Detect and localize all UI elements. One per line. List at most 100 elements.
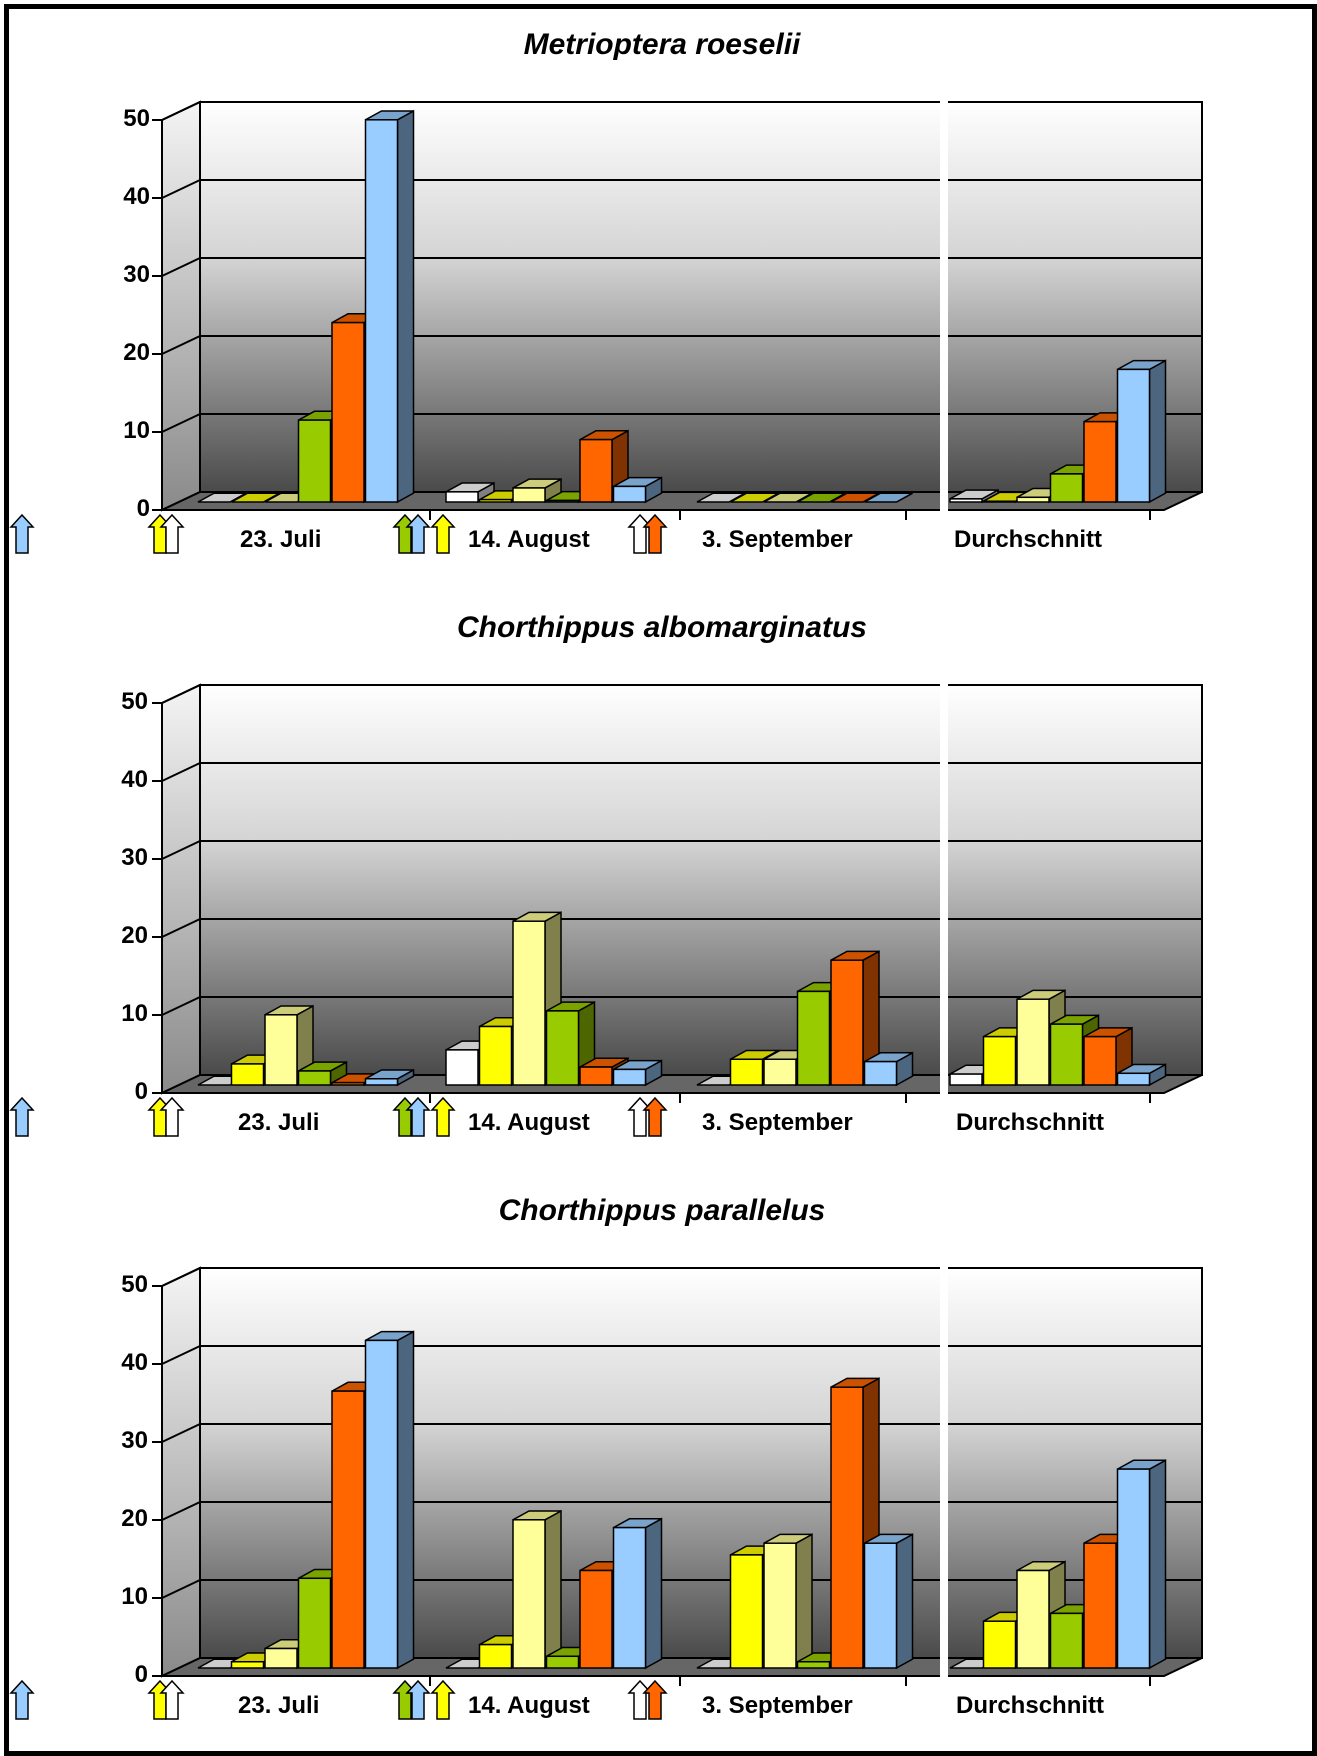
category-label: 14. August [468,1109,590,1136]
bar [1083,1542,1117,1669]
bar [1083,1035,1117,1086]
bar-side [644,1517,663,1670]
bar [1116,368,1151,503]
side-wall [161,1266,201,1678]
bar [1049,473,1084,503]
gridline [161,996,201,1016]
separator-gap [940,677,948,1099]
category-label: 14. August [468,526,590,553]
bar [364,119,399,503]
gridline [161,257,201,277]
bar [264,1647,298,1669]
y-tick-label: 0 [137,495,150,522]
gridline [161,101,201,121]
y-tick-label: 40 [123,183,150,210]
separator-gap [940,94,948,516]
side-wall [161,100,201,512]
marker-arrow [642,1096,668,1137]
gridline [161,1423,201,1443]
bar [579,1066,613,1086]
bar [545,499,580,503]
category-label: 3. September [702,1692,853,1719]
gridline [161,684,201,704]
marker-arrow [430,1679,456,1720]
bar-top [864,492,913,503]
bar [982,1035,1017,1086]
category-label: 23. Juli [238,1692,319,1719]
bar [445,491,479,503]
y-tick-label: 30 [123,261,150,288]
bar [264,1014,298,1086]
bar-side [396,109,415,504]
bar [1049,1023,1084,1086]
marker-arrow [9,1679,35,1720]
marker-arrow [627,513,653,554]
bar [1049,1612,1084,1669]
gridline [161,762,201,782]
bar [1116,1072,1151,1086]
y-tick-label: 30 [121,1427,148,1454]
y-tick-label: 0 [135,1661,148,1688]
marker-arrow [430,1096,456,1137]
bar-side [795,1533,813,1670]
marker-arrow [405,513,431,554]
gridline [161,1501,201,1521]
gridline [161,413,201,433]
y-tick-label: 10 [123,417,150,444]
marker-arrow [627,1679,653,1720]
bar [763,1542,797,1669]
side-wall [161,683,201,1095]
y-tick-label: 40 [121,1349,148,1376]
gridline [161,1267,201,1287]
bar [949,498,983,503]
y-tick-label: 10 [121,1583,148,1610]
y-tick-label: 10 [121,1000,148,1027]
bar-side [1148,359,1167,504]
gridline [161,1579,201,1599]
bar [545,1010,580,1086]
bar [478,1643,513,1669]
y-tick-label: 50 [121,1271,148,1298]
bar [478,1025,513,1086]
bar [364,1078,399,1086]
bar [1116,1468,1151,1669]
bar [230,1063,265,1086]
bar [863,1542,898,1669]
category-label: 23. Juli [240,526,321,553]
bar [331,1390,365,1669]
gridline [161,918,201,938]
y-tick-label: 50 [121,688,148,715]
category-label: 3. September [702,1109,853,1136]
bar [763,1058,797,1086]
bar-side [895,1533,914,1670]
bar [1016,1569,1050,1669]
y-tick-label: 20 [121,1505,148,1532]
bar [982,500,1017,503]
gridline [161,840,201,860]
bar [729,1554,764,1669]
marker-arrow [9,1096,35,1137]
bar [512,1519,546,1669]
bar [445,1049,479,1086]
bar [612,1526,647,1669]
marker-arrow [430,513,456,554]
bar [796,990,831,1086]
bar [545,1655,580,1669]
bar [612,1068,647,1086]
y-tick-label: 40 [121,766,148,793]
y-tick-label: 20 [121,922,148,949]
category-label: Durchschnitt [954,526,1102,553]
gridline [161,179,201,199]
bar [830,959,864,1086]
gridline [161,1345,201,1365]
bar [478,498,513,503]
bar [297,1070,332,1086]
chart-title: Chorthippus albomarginatus [457,611,867,644]
separator-gap [940,1260,948,1682]
bar [579,438,613,503]
bar [331,1081,365,1086]
bar [331,321,365,503]
marker-arrow [159,1096,185,1137]
bar [297,419,332,503]
